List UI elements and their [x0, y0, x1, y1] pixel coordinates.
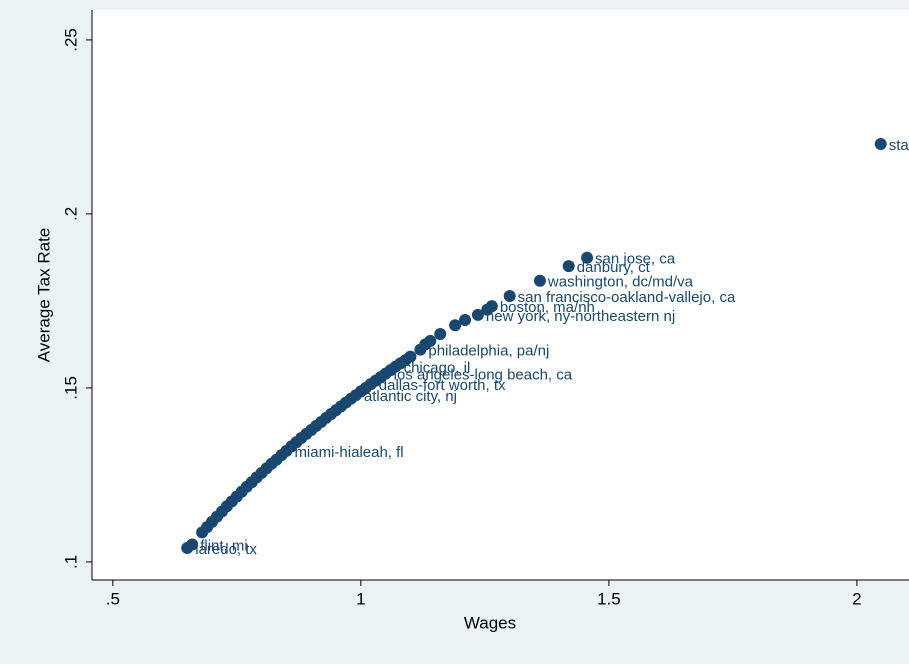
plot-area	[92, 10, 909, 580]
x-tick-label: 1.5	[597, 589, 621, 608]
x-axis-title: Wages	[464, 613, 516, 632]
point-label: laredo, tx	[195, 541, 257, 558]
point-label: atlantic city, nj	[364, 388, 457, 405]
y-axis-title: Average Tax Rate	[34, 228, 53, 363]
point-label: philadelphia, pa/nj	[428, 343, 549, 360]
point	[581, 251, 594, 264]
y-tick-label: .25	[61, 28, 80, 52]
point	[449, 319, 462, 332]
x-tick-label: 1	[356, 589, 365, 608]
point-label: danbury, ct	[577, 259, 651, 276]
point	[471, 308, 484, 321]
point	[874, 137, 887, 150]
point	[424, 334, 437, 347]
x-tick-label: .5	[106, 589, 120, 608]
point	[485, 300, 498, 313]
point-label: san jose, ca	[595, 251, 676, 268]
point-label: washington, dc/md/va	[547, 274, 694, 291]
point	[503, 290, 516, 303]
point-label: miami-hialeah, fl	[294, 444, 403, 461]
point-label: boston, ma/nh	[500, 299, 595, 316]
point-label: los angeles-long beach, ca	[394, 367, 573, 384]
point-label: san francisco-oakland-vallejo, ca	[518, 289, 736, 306]
y-tick-label: .1	[61, 555, 80, 569]
point	[186, 538, 199, 551]
point-label: flint, mi	[200, 537, 248, 554]
point-label: dallas-fort worth, tx	[379, 377, 506, 394]
point	[404, 350, 417, 363]
y-tick-label: .2	[61, 207, 80, 221]
point	[459, 314, 472, 327]
point	[562, 260, 575, 273]
point	[434, 327, 447, 340]
point-label: chicago, il	[404, 360, 471, 377]
point	[533, 274, 546, 287]
x-tick-label: 2	[852, 589, 861, 608]
point-label: sta	[889, 137, 909, 154]
y-tick-label: .15	[61, 376, 80, 400]
point-label: new york, ny-northeastern nj	[486, 308, 675, 325]
